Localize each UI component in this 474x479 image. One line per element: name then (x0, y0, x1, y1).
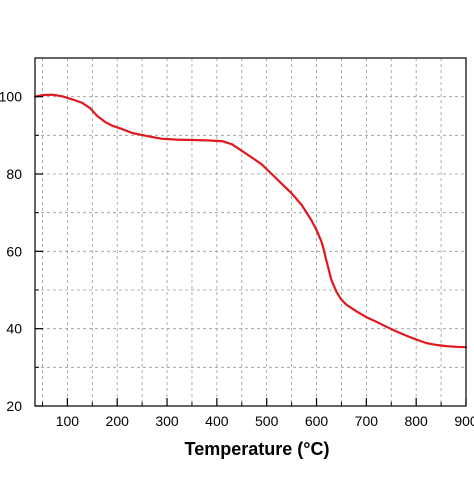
series-layer (33, 93, 468, 349)
mass-loss-line (33, 93, 468, 349)
y-tick-label: 60 (6, 243, 22, 259)
x-tick-label: 300 (155, 413, 179, 429)
x-tick-labels: 100 200 300 400 500 600 700 800 900 (56, 413, 474, 429)
grid-lines (35, 58, 466, 406)
x-tick-label: 400 (205, 413, 229, 429)
x-tick-label: 100 (56, 413, 80, 429)
y-tick-labels: 20 40 60 80 100 (0, 89, 22, 414)
y-tick-label: 80 (6, 166, 22, 182)
y-tick-label: 100 (0, 89, 22, 105)
major-ticks (35, 96, 467, 407)
plot-frame (34, 57, 467, 407)
x-tick-label: 500 (255, 413, 279, 429)
x-tick-label: 600 (305, 413, 329, 429)
x-tick-label: 700 (355, 413, 379, 429)
minor-ticks (35, 134, 442, 406)
y-tick-label: 20 (6, 398, 22, 414)
x-axis-title: Temperature (°C) (185, 439, 330, 459)
x-tick-label: 900 (454, 413, 474, 429)
x-tick-label: 200 (106, 413, 130, 429)
y-tick-label: 40 (6, 321, 22, 337)
x-tick-label: 800 (404, 413, 428, 429)
